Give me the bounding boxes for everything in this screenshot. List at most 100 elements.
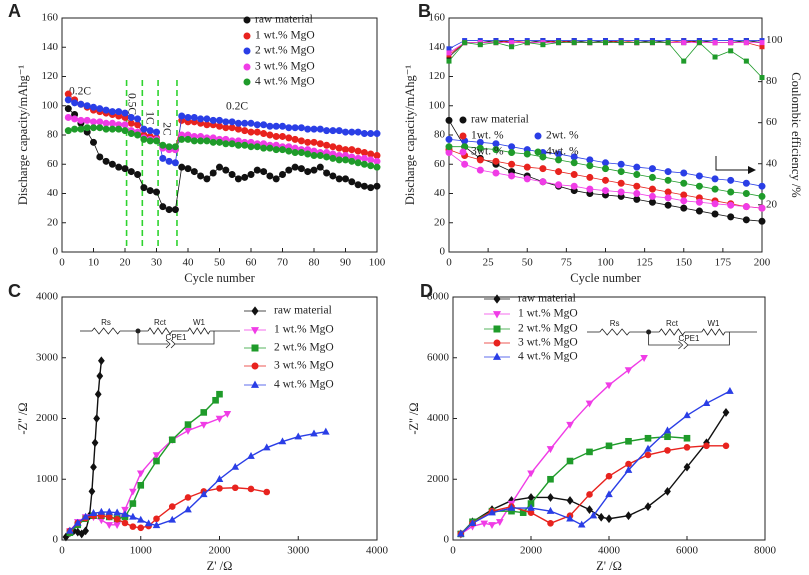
- data-point: [728, 48, 734, 54]
- data-point: [105, 513, 113, 521]
- x-tick-label: 30: [151, 257, 163, 269]
- data-point: [566, 496, 574, 505]
- data-point: [294, 432, 303, 440]
- data-point: [633, 163, 641, 171]
- data-point: [547, 493, 554, 502]
- data-point: [96, 105, 104, 113]
- data-point: [253, 128, 261, 136]
- data-point: [159, 154, 167, 162]
- data-point: [102, 125, 110, 133]
- data-point: [683, 462, 691, 472]
- data-point: [648, 198, 656, 206]
- data-point: [546, 446, 555, 454]
- data-point: [228, 170, 236, 178]
- data-point: [373, 151, 381, 159]
- y2-tick-label: 60: [766, 116, 778, 128]
- data-point: [64, 96, 72, 104]
- data-point: [310, 166, 318, 174]
- data-point: [360, 154, 368, 162]
- data-point: [758, 192, 766, 200]
- data-point: [743, 40, 749, 46]
- data-point: [664, 168, 672, 176]
- data-point: [228, 140, 236, 148]
- data-point: [77, 125, 85, 133]
- data-point: [216, 138, 224, 146]
- data-point: [524, 40, 530, 46]
- y-tick-label: 40: [434, 187, 446, 199]
- data-point: [121, 519, 129, 527]
- legend-marker: [493, 294, 501, 304]
- legend-marker: [250, 327, 260, 335]
- legend-label: 1wt. %: [471, 130, 504, 142]
- data-point: [152, 452, 161, 460]
- data-point: [94, 389, 102, 399]
- data-point: [445, 143, 453, 151]
- data-point: [341, 156, 349, 164]
- legend-label: 4 wt.% MgO: [274, 379, 334, 391]
- circuit-label: W1: [707, 319, 720, 328]
- y2-tick-label: 80: [766, 75, 778, 87]
- y-tick-label: 60: [434, 158, 446, 170]
- data-point: [664, 487, 671, 496]
- legend-label: 3 wt.% MgO: [255, 61, 315, 73]
- legend-label: raw material: [255, 14, 313, 26]
- data-point: [493, 40, 499, 46]
- data-point: [209, 116, 217, 124]
- data-point: [547, 475, 554, 483]
- x-tick-label: 4000: [598, 545, 621, 557]
- data-point: [66, 526, 74, 534]
- data-point: [539, 165, 547, 173]
- data-point: [144, 519, 153, 527]
- x-tick-label: 100: [597, 257, 614, 269]
- data-point: [373, 182, 381, 190]
- data-point: [121, 127, 129, 135]
- data-point: [664, 433, 671, 441]
- data-point: [253, 121, 261, 129]
- data-point: [602, 40, 608, 46]
- data-point: [683, 434, 691, 442]
- data-point: [540, 42, 546, 48]
- data-point: [742, 203, 750, 211]
- circuit-label: CPE1: [166, 333, 187, 342]
- data-point: [291, 124, 299, 132]
- x-tick-label: 25: [483, 257, 495, 269]
- data-point: [285, 166, 293, 174]
- circuit-label: Rs: [610, 319, 620, 328]
- annotation: 0.2C: [69, 86, 91, 98]
- data-point: [310, 138, 318, 146]
- data-point: [234, 175, 242, 183]
- legend-marker: [492, 311, 502, 319]
- series-line: [460, 436, 688, 535]
- data-point: [121, 510, 129, 518]
- x-tick-label: 6000: [676, 545, 699, 557]
- data-point: [664, 201, 672, 209]
- data-point: [83, 124, 91, 132]
- data-point: [492, 169, 500, 177]
- data-point: [96, 124, 104, 132]
- data-point: [247, 143, 255, 151]
- data-point: [90, 124, 98, 132]
- data-point: [241, 173, 249, 181]
- legend-marker: [251, 362, 259, 370]
- warburg: [701, 328, 726, 336]
- data-point: [476, 144, 484, 152]
- data-point: [335, 156, 343, 164]
- data-point: [335, 144, 343, 152]
- data-point: [241, 127, 249, 135]
- data-point: [633, 195, 641, 203]
- data-point: [341, 175, 349, 183]
- data-point: [93, 414, 101, 423]
- x-tick-label: 175: [715, 257, 732, 269]
- data-point: [113, 508, 121, 516]
- data-point: [108, 160, 116, 168]
- data-point: [462, 40, 468, 46]
- data-point: [304, 168, 312, 176]
- y-tick-label: 120: [42, 70, 59, 82]
- data-point: [297, 124, 305, 132]
- data-point: [507, 503, 516, 511]
- data-point: [96, 371, 104, 381]
- legend-marker: [243, 78, 251, 86]
- data-point: [134, 131, 142, 139]
- legend-marker: [459, 148, 467, 156]
- cpe: [678, 340, 684, 350]
